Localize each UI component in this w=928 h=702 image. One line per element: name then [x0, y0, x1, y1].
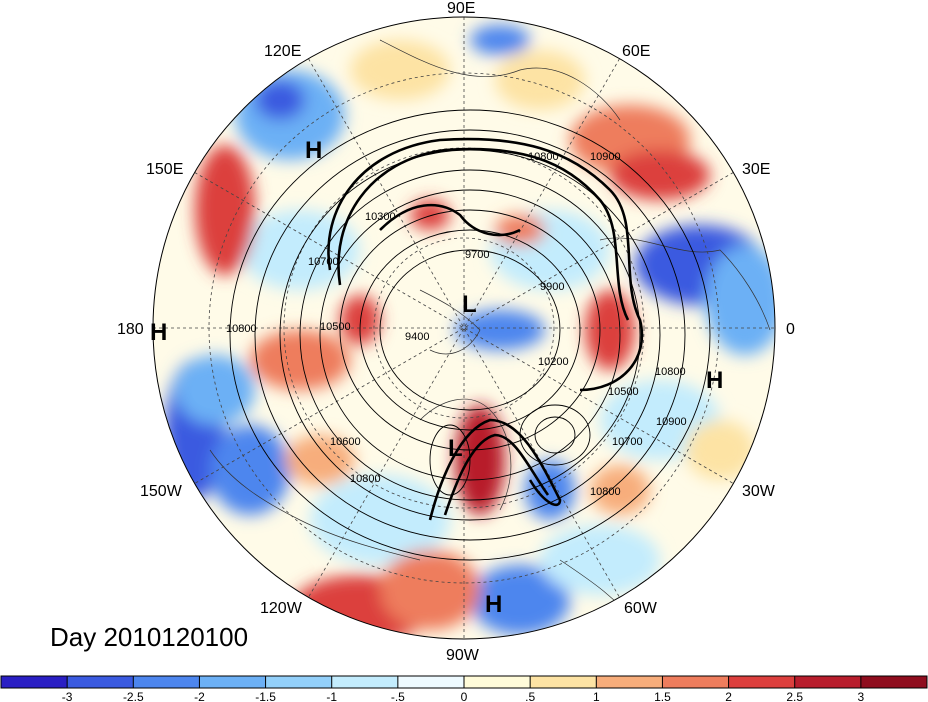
colorbar-tick-label: 0 — [461, 690, 468, 702]
colorbar-tick-label: 3 — [858, 690, 865, 702]
colorbar-swatch — [397, 676, 465, 688]
contour-label: 10300 — [365, 211, 396, 223]
contour-label: 9400 — [405, 331, 429, 343]
high-pressure-marker: H — [706, 367, 723, 394]
contour-labels: 10800 10900 10300 9700 9900 10700 10800 … — [226, 151, 687, 498]
contour-label: 10900 — [656, 416, 687, 428]
colorbar-swatch — [67, 676, 134, 688]
longitude-label: 60W — [624, 600, 658, 617]
jet-contours — [327, 137, 644, 521]
map-boundary — [152, 16, 776, 640]
longitude-labels: 90E 60E 30E 0 30W 60W 90W 120W 150W 180 … — [117, 0, 795, 664]
high-pressure-marker: H — [485, 591, 502, 618]
longitude-label: 120E — [264, 43, 301, 60]
contour-label: 10800 — [528, 151, 559, 163]
contour-label: 10800 — [655, 366, 686, 378]
colorbar-tick-label: -3 — [62, 690, 73, 702]
coastlines — [209, 39, 771, 631]
contour-label: 10800 — [590, 486, 621, 498]
colorbar-swatch — [662, 676, 730, 688]
longitude-label: 60E — [622, 43, 650, 60]
anomaly-shading — [153, 17, 775, 639]
colorbar-swatch — [530, 676, 597, 688]
contour-label: 10600 — [330, 436, 361, 448]
colorbar-tick-label: -2 — [194, 690, 205, 702]
contour-label: 10800 — [226, 323, 257, 335]
longitude-label: 30W — [742, 483, 776, 500]
contour-label: 10500 — [320, 321, 351, 333]
contour-label: 10700 — [308, 256, 339, 268]
longitude-label: 150W — [140, 483, 183, 500]
colorbar-swatch — [331, 676, 399, 688]
colorbar-swatch — [133, 676, 200, 688]
contour-label: 10900 — [590, 151, 621, 163]
longitude-label: 90W — [446, 647, 480, 664]
colorbar-swatch — [728, 676, 796, 688]
longitude-label: 120W — [260, 600, 303, 617]
colorbar-swatch — [794, 676, 862, 688]
high-pressure-marker: H — [305, 137, 322, 164]
colorbar-tick-label: 1 — [593, 690, 600, 702]
colorbar-swatch — [199, 676, 267, 688]
map-title: Day 2010120100 — [50, 622, 248, 652]
colorbar-tick-label: .5 — [525, 690, 535, 702]
pressure-centers: H H H H L L — [150, 137, 723, 618]
low-pressure-marker: L — [448, 435, 463, 462]
contour-label: 9900 — [540, 281, 564, 293]
longitude-label: 90E — [447, 0, 475, 17]
contour-label: 10800 — [350, 473, 381, 485]
longitude-label: 30E — [742, 161, 770, 178]
contour-label: 10700 — [612, 436, 643, 448]
colorbar-swatch — [1, 676, 68, 688]
colorbar-tick-label: -2.5 — [123, 690, 144, 702]
colorbar-tick-label: 1.5 — [654, 690, 671, 702]
colorbar-tick-label: -.5 — [391, 690, 405, 702]
low-pressure-marker: L — [462, 291, 477, 318]
colorbar-swatch — [464, 676, 531, 688]
colorbar-swatch — [596, 676, 663, 688]
colorbar: -3 -2.5 -2 -1.5 -1 -.5 0 .5 1 1.5 2 2.5 3 — [0, 675, 928, 702]
colorbar-swatch — [860, 676, 928, 688]
colorbar-swatch — [265, 676, 333, 688]
contour-label: 10200 — [538, 356, 569, 368]
colorbar-tick-label: -1.5 — [255, 690, 276, 702]
contour-label: 9700 — [465, 249, 489, 261]
longitude-label: 0 — [786, 321, 795, 338]
colorbar-tick-label: -1 — [326, 690, 337, 702]
graticule — [153, 17, 775, 639]
contour-label: 10500 — [608, 386, 639, 398]
colorbar-tick-label: 2 — [725, 690, 732, 702]
longitude-label: 150E — [146, 161, 183, 178]
longitude-label: 180 — [117, 321, 144, 338]
colorbar-tick-label: 2.5 — [786, 690, 803, 702]
high-pressure-marker: H — [150, 319, 167, 346]
